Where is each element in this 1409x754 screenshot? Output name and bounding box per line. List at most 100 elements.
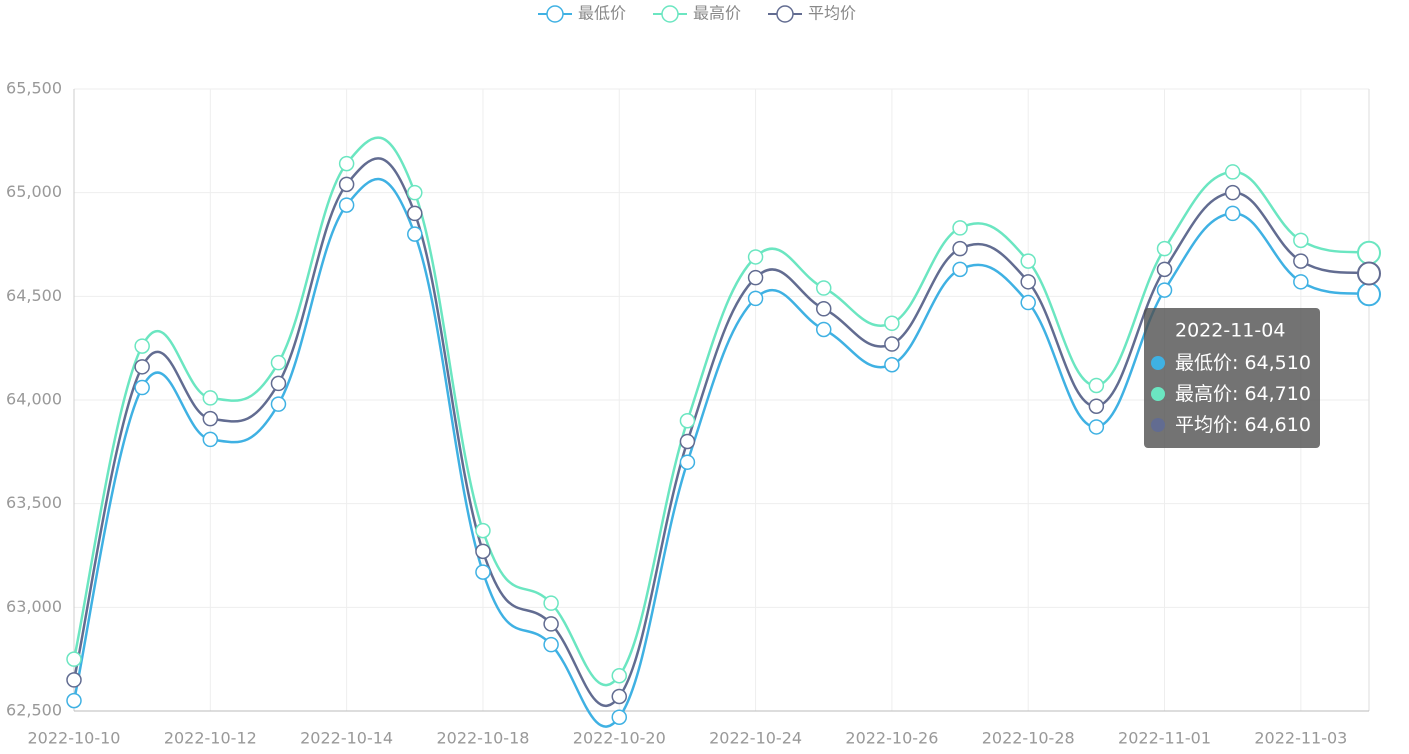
data-point: [1020, 253, 1036, 269]
data-point: [270, 375, 287, 392]
tooltip: 2022-11-04 最低价: 64,510 最高价: 64,710 平均价: 64,…: [1144, 308, 1320, 448]
y-tick-label: 63,500: [6, 493, 62, 512]
x-tick-label: 2022-10-10: [28, 729, 121, 748]
data-point: [66, 672, 82, 688]
data-point: [815, 301, 832, 317]
data-point: [1357, 261, 1381, 286]
data-point: [884, 357, 900, 373]
y-tick-label: 65,500: [6, 79, 62, 98]
series-line: [72, 178, 1370, 728]
x-tick-label: 2022-10-26: [845, 729, 938, 748]
data-point: [1088, 419, 1105, 435]
data-point: [543, 595, 559, 611]
legend-label: 最高价: [693, 4, 741, 23]
x-tick-label: 2022-10-12: [164, 729, 257, 748]
data-point: [747, 290, 764, 307]
data-point: [475, 543, 491, 560]
tooltip-sep: :: [1232, 383, 1244, 405]
tooltip-sep: :: [1232, 414, 1244, 436]
x-tick-label: 2022-10-24: [709, 729, 802, 748]
legend: 最低价 最高价 平均价: [538, 4, 856, 23]
y-tick-label: 65,000: [6, 182, 62, 201]
data-point: [1020, 274, 1036, 290]
data-point: [1088, 398, 1105, 414]
data-point: [611, 668, 628, 684]
data-point: [407, 184, 423, 201]
data-point: [66, 692, 82, 709]
data-point: [202, 431, 219, 448]
tooltip-marker: [1151, 387, 1165, 401]
x-tick-label: 2022-10-28: [982, 729, 1075, 748]
data-point: [543, 636, 559, 653]
data-point: [270, 354, 287, 371]
legend-marker: [776, 5, 794, 23]
y-tick-label: 64,500: [6, 286, 62, 305]
data-point: [747, 249, 764, 265]
tooltip-marker: [1151, 356, 1165, 370]
data-point: [1224, 184, 1241, 201]
tooltip-title: 2022-11-04: [1175, 320, 1285, 342]
data-point: [884, 336, 900, 352]
data-point: [1156, 282, 1173, 298]
data-point: [338, 176, 355, 193]
y-tick-label: 63,000: [6, 597, 62, 616]
data-point: [952, 240, 968, 257]
data-point: [66, 651, 82, 667]
data-point: [952, 261, 968, 278]
data-point: [679, 433, 696, 450]
legend-label: 最低价: [578, 4, 626, 23]
tooltip-name: 平均价: [1175, 414, 1232, 436]
data-point: [1293, 232, 1309, 249]
data-point: [407, 226, 423, 242]
data-point: [1357, 282, 1381, 307]
tooltip-row: 最高价: 64,710: [1175, 383, 1311, 405]
data-point: [1357, 240, 1381, 265]
data-point: [134, 338, 150, 354]
tooltip-sep: :: [1232, 352, 1244, 374]
tooltip-value: 64,710: [1244, 383, 1310, 405]
data-point: [1224, 164, 1241, 180]
x-tick-label: 2022-11-03: [1254, 729, 1347, 748]
data-point: [679, 454, 696, 470]
tooltip-value: 64,510: [1244, 352, 1310, 374]
data-point: [543, 616, 559, 632]
data-point: [475, 564, 491, 580]
data-point: [611, 688, 628, 705]
data-point: [134, 379, 150, 396]
data-point: [1088, 377, 1105, 394]
data-point: [1156, 240, 1173, 257]
x-tick-label: 2022-11-01: [1118, 729, 1211, 748]
data-point: [611, 709, 628, 725]
data-point: [747, 269, 764, 286]
legend-marker: [661, 5, 679, 23]
data-point: [952, 220, 968, 236]
tooltip-row: 最低价: 64,510: [1175, 352, 1311, 374]
y-tick-label: 62,500: [6, 701, 62, 720]
data-point: [1020, 294, 1036, 311]
data-point: [202, 390, 219, 406]
data-point: [134, 359, 150, 375]
data-point: [815, 280, 832, 296]
tooltip-marker: [1151, 418, 1165, 432]
y-tick-label: 64,000: [6, 390, 62, 409]
data-point: [884, 315, 900, 332]
x-tick-label: 2022-10-20: [573, 729, 666, 748]
tooltip-name: 最低价: [1175, 352, 1232, 374]
data-point: [1293, 253, 1309, 269]
legend-label: 平均价: [808, 4, 856, 23]
tooltip-name: 最高价: [1175, 383, 1232, 405]
data-point: [270, 396, 287, 412]
x-tick-label: 2022-10-18: [436, 729, 529, 748]
data-point: [1156, 261, 1173, 278]
data-point: [475, 522, 491, 539]
data-point: [338, 197, 355, 213]
data-point: [815, 321, 832, 338]
data-point: [679, 412, 696, 429]
data-point: [202, 410, 219, 427]
data-point: [1293, 274, 1309, 290]
data-point: [338, 155, 355, 172]
data-point: [1224, 205, 1241, 222]
legend-marker: [546, 5, 564, 23]
x-tick-label: 2022-10-14: [300, 729, 393, 748]
